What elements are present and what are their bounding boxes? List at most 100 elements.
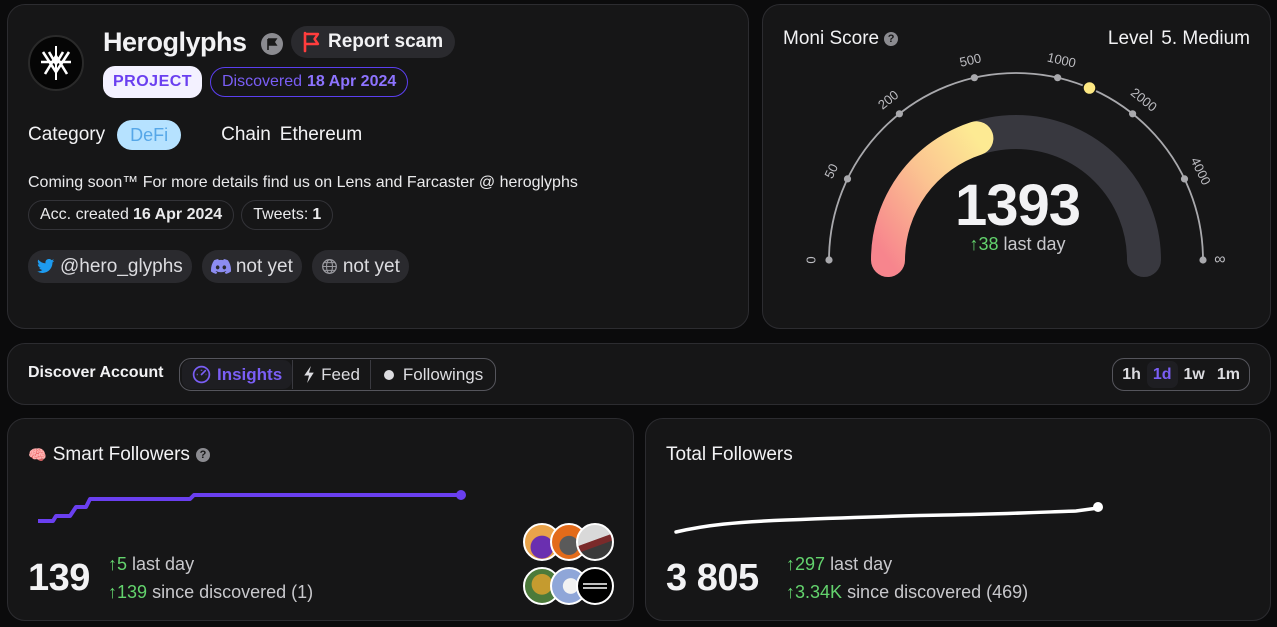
smart-day-delta-suffix: last day	[132, 554, 195, 574]
avatar[interactable]	[576, 523, 614, 561]
level-value: 5. Medium	[1161, 28, 1250, 49]
gauge-tick	[1054, 74, 1062, 82]
account-meta: Acc. created 16 Apr 2024 Tweets: 1	[28, 200, 334, 230]
total-followers-sparkline	[674, 502, 1103, 534]
gauge-scale-label: 2000	[1128, 85, 1160, 115]
flag-icon[interactable]	[261, 33, 283, 55]
total-day-delta: ↑297 last day	[786, 554, 892, 575]
score-title: Moni Score ?	[783, 28, 899, 50]
project-name: Heroglyphs	[103, 27, 247, 57]
social-links: @hero_glyphs not yet not yet	[28, 250, 409, 283]
gauge-marker	[1082, 80, 1097, 96]
discord-label: not yet	[235, 255, 293, 277]
level-label: Level	[1107, 28, 1154, 49]
smart-followers-card: 🧠 Smart Followers ? 139 ↑5 last day ↑139…	[7, 418, 634, 621]
sparkline-line	[674, 506, 1100, 534]
gauge-tick	[1180, 175, 1189, 183]
tab-group: Insights Feed Followings	[179, 358, 497, 391]
discord-link[interactable]: not yet	[201, 250, 302, 283]
range-1m[interactable]: 1m	[1216, 365, 1240, 383]
gauge-icon	[192, 365, 211, 384]
range-1d[interactable]: 1d	[1146, 361, 1178, 388]
tweets-label: Tweets:	[253, 206, 309, 223]
acc-created-label: Acc. created	[40, 206, 129, 223]
gauge-scale-label: 50	[821, 161, 841, 181]
twitter-link[interactable]: @hero_glyphs	[28, 250, 192, 283]
gauge-fill	[871, 121, 994, 277]
project-logo	[28, 35, 84, 91]
score-value: 1393	[954, 173, 1081, 238]
help-icon[interactable]: ?	[884, 32, 899, 46]
arrow-up-icon: ↑	[969, 234, 979, 254]
sparkline-end-dot	[1093, 502, 1103, 512]
twitter-icon	[37, 259, 55, 273]
gauge-outer-arc	[828, 72, 1204, 261]
twitter-handle: @hero_glyphs	[60, 255, 183, 277]
category-badge[interactable]: DeFi	[117, 120, 182, 150]
total-disc-delta-suffix: since discovered (469)	[847, 582, 1029, 602]
score-delta: ↑38 last day	[763, 234, 1272, 255]
tweets-count: 1	[312, 206, 322, 223]
category-label: Category	[28, 124, 106, 145]
arrow-up-icon: ↑	[786, 554, 795, 574]
gauge-tick	[825, 256, 833, 264]
level-indicator: Level 5. Medium	[1108, 28, 1250, 50]
gauge-tick	[843, 175, 852, 183]
total-followers-title: Total Followers	[666, 444, 793, 466]
red-flag-icon	[303, 31, 320, 53]
score-delta-suffix: last day	[1003, 234, 1066, 254]
website-link[interactable]: not yet	[311, 250, 409, 283]
project-type-badge: PROJECT	[103, 66, 203, 98]
smart-followers-label: Smart Followers	[52, 444, 190, 465]
total-day-delta-value: 297	[795, 554, 826, 574]
total-followers-count: 3 805	[666, 557, 759, 599]
total-disc-delta: ↑3.34K since discovered (469)	[786, 582, 1028, 603]
gauge-scale-label: 500	[958, 50, 983, 69]
gauge-tick	[895, 110, 903, 118]
chain-value: Ethereum	[279, 124, 363, 145]
chain-label: Chain	[221, 124, 271, 145]
help-icon[interactable]: ?	[195, 448, 210, 462]
gauge-tick	[1199, 256, 1207, 264]
gauge-tick	[970, 74, 978, 82]
score-title-label: Moni Score	[783, 28, 880, 49]
website-label: not yet	[342, 255, 400, 277]
gauge-scale-label: ∞	[1214, 251, 1225, 268]
smart-followers-sparkline	[38, 490, 466, 523]
moni-score-card: 0 50 200 500 1000 2000 4000 ∞ Moni Score ? Leve…	[762, 4, 1271, 329]
smart-day-delta-value: 5	[117, 554, 128, 574]
discovered-date: 18 Apr 2024	[307, 73, 397, 90]
smart-disc-delta-suffix: since discovered (1)	[152, 582, 314, 602]
profile-card: Heroglyphs Report scam PROJECT Discovere…	[7, 4, 749, 329]
discover-title: Discover Account	[28, 364, 164, 381]
smart-disc-delta: ↑139 since discovered (1)	[108, 582, 313, 603]
tab-followings-label: Followings	[402, 364, 484, 384]
tab-feed[interactable]: Feed	[292, 360, 370, 389]
smart-followers-title: 🧠 Smart Followers ?	[28, 444, 210, 466]
tab-followings[interactable]: Followings	[369, 360, 493, 389]
report-scam-label: Report scam	[328, 31, 444, 52]
gauge-scale-label: 200	[875, 87, 901, 112]
sparkline-line	[38, 493, 461, 523]
tweets-chip: Tweets: 1	[241, 200, 334, 230]
heroglyphs-logo-icon	[41, 46, 71, 80]
arrow-up-icon: ↑	[108, 582, 117, 602]
dot-icon	[383, 369, 394, 380]
report-scam-button[interactable]: Report scam	[291, 26, 456, 58]
range-1w[interactable]: 1w	[1183, 365, 1205, 383]
gauge-scale-label: 0	[803, 256, 818, 263]
bolt-icon	[304, 365, 314, 384]
bio-text: Coming soon™ For more details find us on…	[28, 174, 578, 191]
tab-insights[interactable]: Insights	[182, 360, 293, 389]
total-disc-delta-value: 3.34K	[795, 582, 843, 602]
gauge-tick	[1129, 110, 1137, 118]
tab-insights-label: Insights	[217, 364, 283, 384]
discord-icon	[210, 259, 231, 274]
discovered-badge: Discovered 18 Apr 2024	[210, 67, 409, 97]
gauge-scale-label: 1000	[1046, 50, 1078, 71]
score-delta-value: 38	[978, 234, 999, 254]
range-1h[interactable]: 1h	[1122, 365, 1141, 383]
brain-icon: 🧠	[28, 447, 47, 464]
avatar[interactable]	[576, 567, 614, 605]
discover-bar: Discover Account Insights Feed Following…	[7, 343, 1271, 405]
